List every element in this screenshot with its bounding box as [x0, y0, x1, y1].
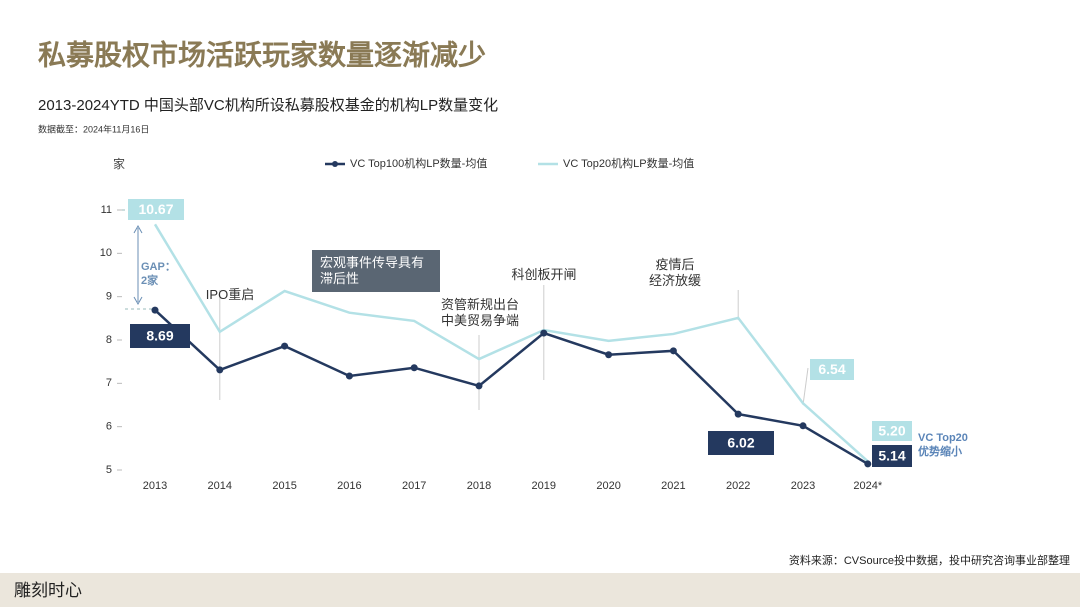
series-line [154, 309, 869, 466]
annotation: 资管新规出台中美贸易争端 [441, 297, 519, 328]
data-point [151, 306, 159, 314]
value-label-box [810, 359, 854, 380]
data-point [540, 329, 548, 337]
slide-title: 私募股权市场活跃玩家数量逐渐减少 [38, 38, 486, 70]
y-axis-label: 家 [113, 156, 125, 171]
annotation: 科创板开闸 [511, 267, 576, 282]
y-tick-label: 9 [106, 291, 112, 303]
value-label: 6.54 [818, 361, 845, 377]
legend-label: VC Top20机构LP数量-均值 [563, 156, 694, 170]
value-label: 8.69 [146, 328, 173, 344]
annotation: 疫情后经济放缓 [649, 257, 701, 288]
x-tick-label: 2020 [596, 480, 620, 492]
x-tick-label: 2018 [467, 480, 491, 492]
annotation: VC Top20 优势缩小 [918, 432, 968, 458]
value-label: 6.02 [727, 435, 754, 451]
annotation: IPO重启 [206, 287, 254, 302]
value-label-box [872, 445, 912, 467]
data-point [410, 364, 418, 372]
x-tick-label: 2021 [661, 480, 685, 492]
x-tick-label: 2015 [272, 480, 296, 492]
x-tick-label: 2016 [337, 480, 361, 492]
value-label-box [130, 324, 190, 348]
data-point [799, 422, 807, 430]
value-label-box [128, 199, 184, 220]
x-tick-label: 2013 [143, 480, 167, 492]
y-tick-label: 8 [106, 334, 112, 346]
data-point [669, 347, 677, 355]
y-tick-label: 10 [100, 247, 112, 259]
annotation: 宏观事件传导具有滞后性 [320, 255, 424, 286]
footer-band [0, 573, 1080, 607]
data-point [864, 460, 872, 468]
chart-subtitle: 数据截至：2024年11月16日 [38, 123, 149, 134]
data-point [216, 366, 224, 374]
data-point [605, 351, 613, 359]
value-label-box [872, 421, 912, 441]
data-point [281, 342, 289, 350]
data-point [734, 410, 742, 418]
x-tick-label: 2023 [791, 480, 815, 492]
logo: 雕刻时心 [14, 581, 82, 600]
x-tick-label: 2014 [208, 480, 232, 492]
y-tick-label: 7 [106, 377, 112, 389]
data-point [345, 372, 353, 380]
guide-line [802, 367, 809, 406]
value-label: 5.20 [878, 423, 905, 439]
data-point [475, 382, 483, 390]
y-tick-label: 6 [106, 421, 112, 433]
annotation-box [312, 250, 440, 292]
x-tick-label: 2022 [726, 480, 750, 492]
annotation: GAP： 2家 [141, 261, 176, 287]
x-tick-label: 2019 [532, 480, 556, 492]
chart-title: 2013-2024YTD 中国头部VC机构所设私募股权基金的机构LP数量变化 [38, 97, 498, 114]
series-line [153, 223, 869, 463]
legend-marker [332, 161, 338, 167]
value-label: 5.14 [878, 448, 905, 464]
source: 资料来源：CVSource投中数据，投中研究咨询事业部整理 [789, 553, 1070, 567]
legend-label: VC Top100机构LP数量-均值 [350, 156, 487, 170]
value-label-box [708, 431, 774, 455]
y-tick-label: 11 [101, 204, 112, 216]
y-tick-label: 5 [106, 464, 112, 476]
x-tick-label: 2024* [853, 480, 882, 492]
value-label: 10.67 [138, 201, 173, 217]
gap-arrowhead [133, 224, 143, 306]
x-tick-label: 2017 [402, 480, 426, 492]
